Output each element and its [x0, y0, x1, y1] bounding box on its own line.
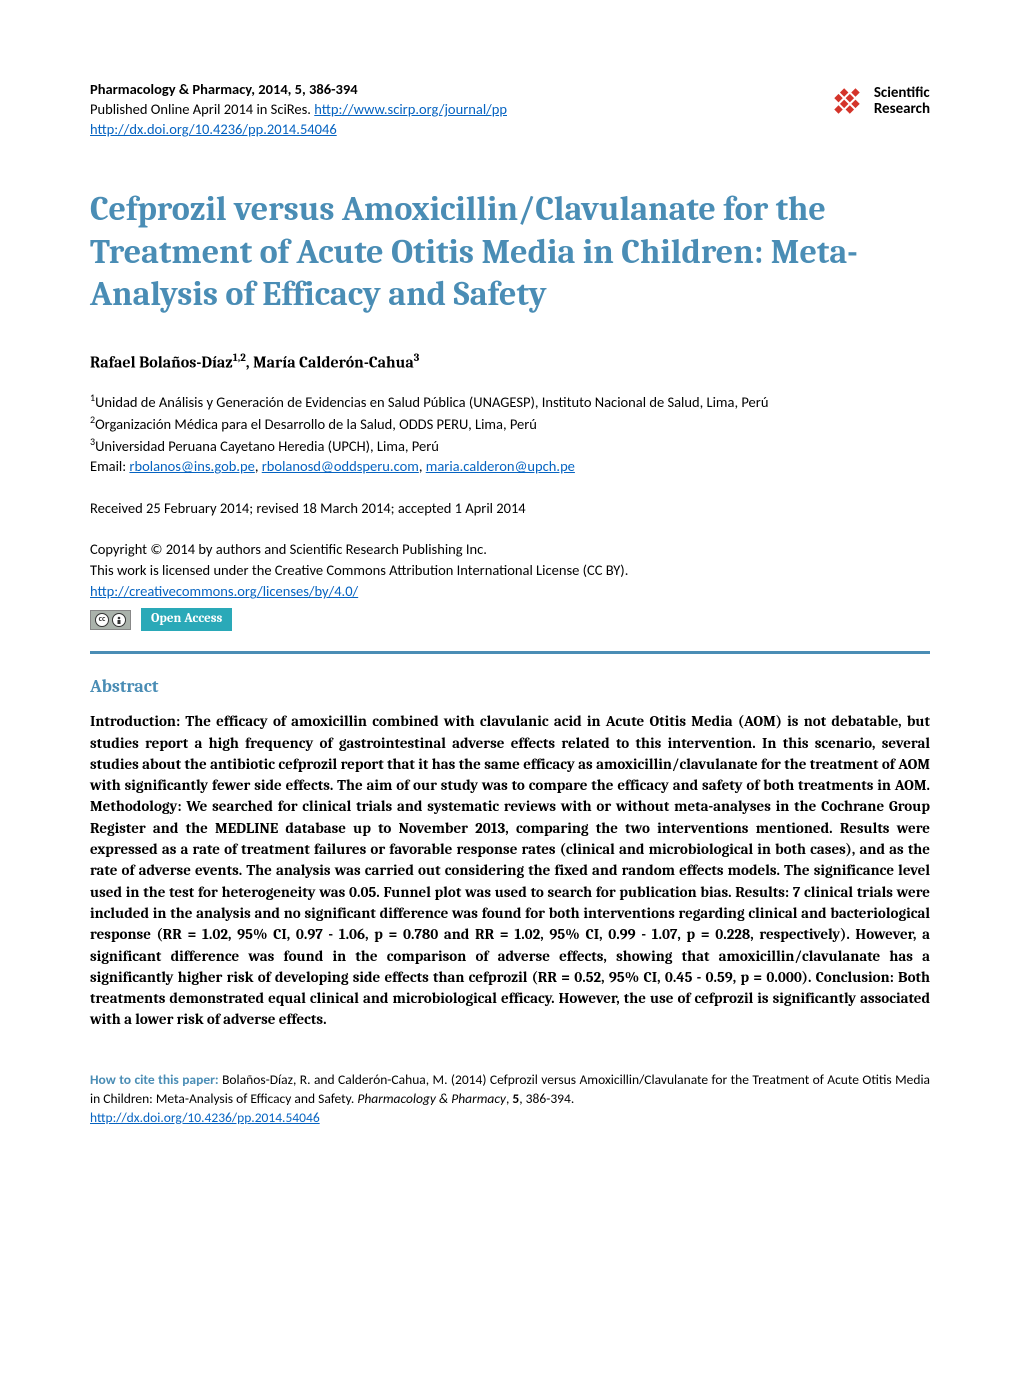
- publisher-logo-text: Scientific Research: [874, 85, 930, 118]
- logo-text-bottom: Research: [874, 101, 930, 118]
- publisher-logo-icon: [826, 80, 868, 122]
- authors: Rafael Bolaños-Díaz1,2, María Calderón-C…: [90, 351, 930, 371]
- author-2-affil: 3: [414, 351, 420, 364]
- doi-link[interactable]: http://dx.doi.org/10.4236/pp.2014.54046: [90, 120, 337, 138]
- cc-icon: cc: [95, 613, 109, 627]
- abstract-heading: Abstract: [90, 676, 930, 697]
- journal-citation: Pharmacology & Pharmacy, 2014, 5, 386-39…: [90, 80, 826, 98]
- header: Pharmacology & Pharmacy, 2014, 5, 386-39…: [90, 80, 930, 138]
- by-icon: [112, 613, 126, 627]
- journal-url-link[interactable]: http://www.scirp.org/journal/pp: [314, 100, 507, 118]
- license-badges: cc Open Access: [90, 608, 930, 631]
- article-dates: Received 25 February 2014; revised 18 Ma…: [90, 499, 930, 517]
- open-access-badge: Open Access: [141, 608, 232, 631]
- affiliations: 1Unidad de Análisis y Generación de Evid…: [90, 391, 930, 478]
- author-2: , María Calderón-Cahua: [246, 353, 414, 371]
- article-title: Cefprozil versus Amoxicillin/Clavulanate…: [90, 188, 930, 316]
- published-line: Published Online April 2014 in SciRes. h…: [90, 100, 826, 118]
- cc-by-badge-icon: cc: [90, 610, 131, 630]
- license-url-link[interactable]: http://creativecommons.org/licenses/by/4…: [90, 582, 358, 600]
- citation-journal: Pharmacology & Pharmacy: [357, 1090, 506, 1107]
- section-divider: [90, 651, 930, 654]
- citation-doi-link[interactable]: http://dx.doi.org/10.4236/pp.2014.54046: [90, 1109, 320, 1126]
- copyright-line-2: This work is licensed under the Creative…: [90, 560, 930, 581]
- email-3-link[interactable]: maria.calderon@upch.pe: [426, 457, 575, 475]
- logo-text-top: Scientific: [874, 85, 930, 102]
- citation-lead: How to cite this paper:: [90, 1071, 222, 1088]
- publisher-logo: Scientific Research: [826, 80, 930, 122]
- email-1-link[interactable]: rbolanos@ins.gob.pe: [129, 457, 254, 475]
- header-meta: Pharmacology & Pharmacy, 2014, 5, 386-39…: [90, 80, 826, 138]
- copyright-block: Copyright © 2014 by authors and Scientif…: [90, 539, 930, 631]
- citation-pages: , 386-394.: [519, 1090, 574, 1107]
- abstract-body: Introduction: The efficacy of amoxicilli…: [90, 711, 930, 1030]
- author-1-affil: 1,2: [233, 351, 246, 364]
- affiliation-2: 2Organización Médica para el Desarrollo …: [90, 413, 930, 435]
- published-prefix: Published Online April 2014 in SciRes.: [90, 100, 314, 118]
- affiliation-3: 3Universidad Peruana Cayetano Heredia (U…: [90, 435, 930, 457]
- doi-line: http://dx.doi.org/10.4236/pp.2014.54046: [90, 120, 826, 138]
- author-1: Rafael Bolaños-Díaz: [90, 353, 233, 371]
- citation-box: How to cite this paper: Bolaños-Díaz, R.…: [90, 1071, 930, 1128]
- email-2-link[interactable]: rbolanosd@oddsperu.com: [262, 457, 419, 475]
- affiliation-1: 1Unidad de Análisis y Generación de Evid…: [90, 391, 930, 413]
- email-label: Email:: [90, 457, 129, 475]
- copyright-line-1: Copyright © 2014 by authors and Scientif…: [90, 539, 930, 560]
- email-line: Email: rbolanos@ins.gob.pe, rbolanosd@od…: [90, 456, 930, 477]
